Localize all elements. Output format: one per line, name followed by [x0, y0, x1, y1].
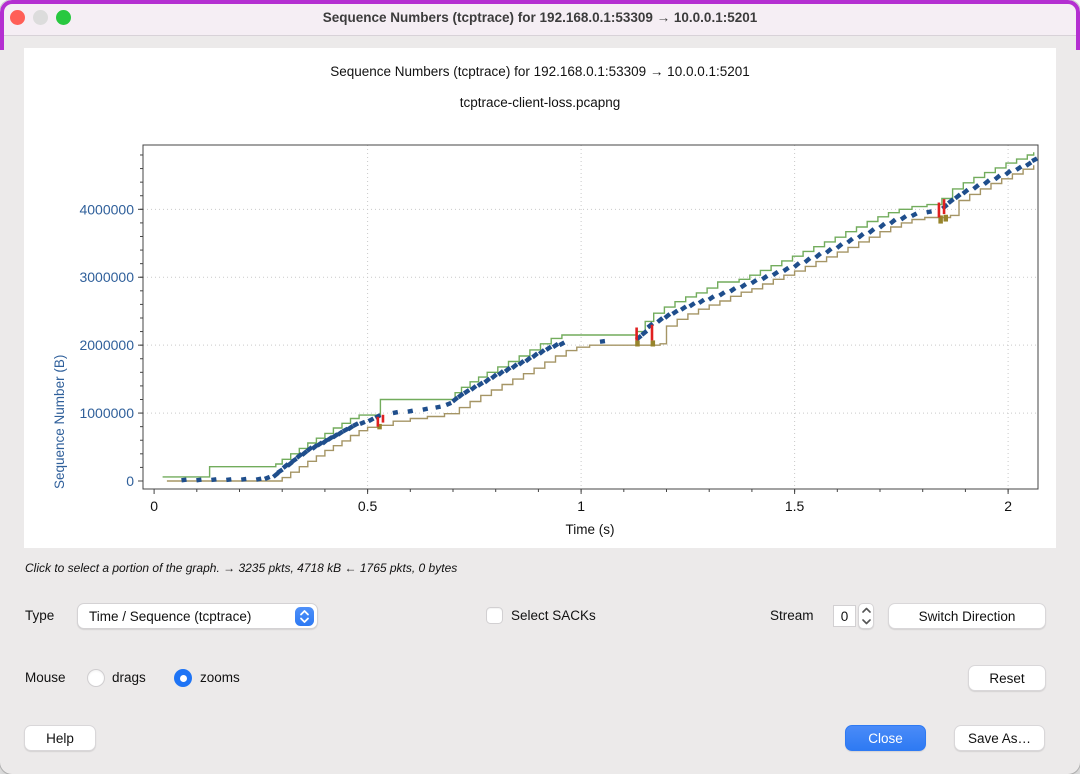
- chart-panel: 0 0.5 1 1.5 2 0 1000000 2000000 3000000 4000000 S…: [24, 48, 1056, 548]
- series-receive-window: [162, 152, 1035, 478]
- window-title: Sequence Numbers (tcptrace) for 192.168.…: [322, 10, 758, 25]
- series-data-segments: [181, 156, 1039, 483]
- mouse-drags-label: drags: [112, 670, 146, 685]
- mouse-zooms-radio[interactable]: [174, 669, 192, 687]
- svg-text:1.5: 1.5: [785, 498, 805, 514]
- chevron-up-down-icon: [295, 606, 314, 626]
- x-tick-labels: 0 0.5 1 1.5 2: [150, 498, 1012, 514]
- close-window-button[interactable]: [10, 10, 25, 25]
- traffic-lights: [10, 10, 71, 25]
- chart-title: Sequence Numbers (tcptrace) for 192.168.…: [330, 64, 750, 79]
- svg-text:2: 2: [1004, 498, 1012, 514]
- graph-hint-text: Click to select a portion of the graph. …: [25, 561, 458, 575]
- stream-value-field[interactable]: 0: [833, 605, 856, 627]
- close-button[interactable]: Close: [845, 725, 926, 751]
- stream-stepper: [858, 603, 874, 629]
- minimize-window-button[interactable]: [33, 10, 48, 25]
- axis-ticks: [138, 154, 1009, 494]
- plot-frame: [142, 144, 1039, 490]
- reset-button[interactable]: Reset: [968, 665, 1046, 691]
- stream-increment-button[interactable]: [859, 604, 873, 616]
- tcptrace-plot[interactable]: 0 0.5 1 1.5 2 0 1000000 2000000 3000000 4000000: [24, 48, 1056, 548]
- mouse-drags-radio[interactable]: [87, 669, 105, 687]
- type-label: Type: [25, 608, 55, 623]
- y-axis-title: Sequence Number (B): [52, 354, 67, 489]
- svg-text:2000000: 2000000: [79, 337, 134, 353]
- y-tick-labels: 0 1000000 2000000 3000000 4000000: [79, 201, 134, 489]
- gridlines: [143, 145, 1038, 489]
- series-sack-marks: [377, 214, 949, 430]
- switch-direction-button[interactable]: Switch Direction: [888, 603, 1046, 629]
- titlebar[interactable]: Sequence Numbers (tcptrace) for 192.168.…: [0, 0, 1080, 36]
- graph-type-dropdown[interactable]: Time / Sequence (tcptrace): [77, 603, 318, 629]
- select-sacks-checkbox[interactable]: [486, 607, 503, 624]
- svg-text:1000000: 1000000: [79, 405, 134, 421]
- mouse-zooms-label: zooms: [200, 670, 240, 685]
- zoom-window-button[interactable]: [56, 10, 71, 25]
- svg-text:0.5: 0.5: [358, 498, 378, 514]
- help-button[interactable]: Help: [24, 725, 96, 751]
- radio-selected-dot: [179, 674, 187, 682]
- mouse-label: Mouse: [25, 670, 66, 685]
- svg-text:0: 0: [126, 473, 134, 489]
- svg-text:1: 1: [577, 498, 585, 514]
- stream-decrement-button[interactable]: [859, 616, 873, 628]
- save-as-button[interactable]: Save As…: [954, 725, 1045, 751]
- chart-subtitle: tcptrace-client-loss.pcapng: [459, 95, 621, 110]
- series-ack-line: [166, 165, 1035, 482]
- svg-text:3000000: 3000000: [79, 269, 134, 285]
- stream-label: Stream: [770, 608, 814, 623]
- select-sacks-label: Select SACKs: [511, 608, 596, 623]
- svg-text:4000000: 4000000: [79, 201, 134, 217]
- x-axis-title: Time (s): [565, 522, 615, 537]
- svg-text:0: 0: [150, 498, 158, 514]
- graph-type-value: Time / Sequence (tcptrace): [89, 608, 252, 624]
- series-retransmissions: [376, 199, 946, 427]
